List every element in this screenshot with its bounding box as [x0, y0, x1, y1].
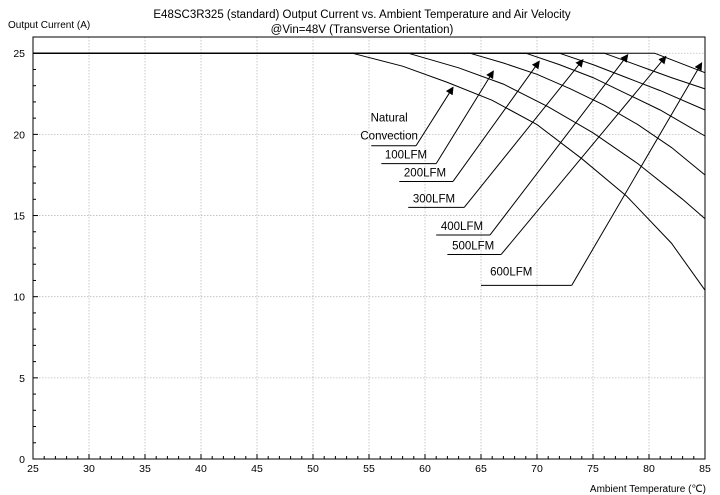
annotation-arrow: [435, 70, 494, 164]
annotation-600lfm: 600LFM: [481, 62, 703, 286]
x-tick-label: 85: [699, 463, 711, 475]
annotations: Natural Convection 100LFM 200LFM 300LFM 400LF…: [360, 54, 703, 286]
annotation-arrow: [452, 60, 540, 182]
x-tick-label: 65: [475, 463, 487, 475]
annotation-label: 200LFM: [404, 168, 446, 180]
x-tick-label: 80: [643, 463, 655, 475]
annotation-label: 600LFM: [490, 267, 532, 279]
axes: 25 30 35 40 45 50 55 60 65 70 75 80 85 0 5 10 15 20 25: [13, 36, 711, 475]
annotation-natural-convection: Natural Convection: [360, 86, 454, 147]
series-line-200lfm: [33, 52, 706, 176]
annotation-arrow: [463, 58, 584, 208]
series-line-600lfm: [33, 52, 706, 74]
x-tick-label: 50: [307, 463, 319, 475]
annotation-label: Natural: [371, 112, 408, 124]
annotation-label: Convection: [360, 130, 418, 142]
x-tick-label: 75: [587, 463, 599, 475]
x-tick-label: 55: [363, 463, 375, 475]
annotation-200lfm: 200LFM: [399, 60, 540, 182]
series-lines: [33, 52, 706, 291]
y-tick-label: 25: [13, 48, 25, 60]
y-tick-label: 20: [13, 129, 25, 141]
annotation-label: 500LFM: [452, 241, 494, 253]
x-tick-label: 60: [419, 463, 431, 475]
y-tick-label: 15: [13, 211, 25, 223]
annotation-arrow: [415, 86, 454, 147]
annotation-arrow: [489, 54, 629, 236]
x-tick-label: 40: [195, 463, 207, 475]
y-axis-label: Output Current (A): [8, 20, 90, 31]
chart-title: E48SC3R325 (standard) Output Current vs.…: [153, 9, 570, 21]
annotation-label: 100LFM: [385, 150, 427, 162]
x-tick-label: 70: [531, 463, 543, 475]
chart-subtitle: @Vin=48V (Transverse Orientation): [271, 24, 454, 36]
y-tick-label: 5: [19, 373, 25, 385]
x-tick-label: 45: [251, 463, 263, 475]
series-line-100lfm: [33, 52, 706, 220]
y-tick-label: 0: [19, 454, 25, 466]
annotation-300lfm: 300LFM: [408, 58, 584, 208]
series-line-natural-convection: [33, 52, 706, 291]
annotation-400lfm: 400LFM: [436, 54, 629, 236]
y-tick-label: 10: [13, 292, 25, 304]
annotation-label: 300LFM: [413, 194, 455, 206]
x-axis-label: Ambient Temperature (℃): [590, 484, 706, 495]
x-tick-label: 25: [27, 463, 39, 475]
annotation-arrow: [571, 62, 703, 286]
grid: [33, 37, 705, 459]
annotation-label: 400LFM: [441, 221, 483, 233]
annotation-100lfm: 100LFM: [381, 70, 494, 165]
x-tick-label: 35: [139, 463, 151, 475]
x-tick-label: 30: [83, 463, 95, 475]
annotation-500lfm: 500LFM: [447, 55, 667, 255]
annotation-arrow: [500, 55, 667, 255]
